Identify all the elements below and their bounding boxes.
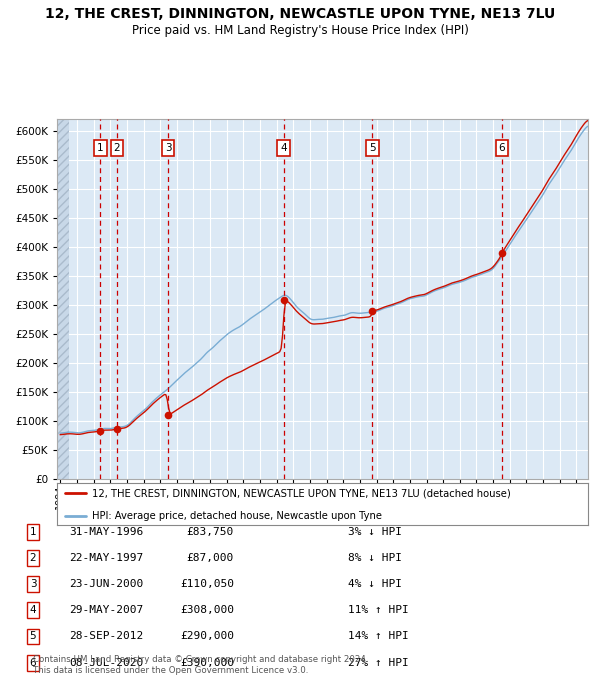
- Text: 28-SEP-2012: 28-SEP-2012: [69, 632, 143, 641]
- Text: 5: 5: [369, 143, 376, 153]
- Text: £290,000: £290,000: [180, 632, 234, 641]
- Text: Contains HM Land Registry data © Crown copyright and database right 2024.: Contains HM Land Registry data © Crown c…: [33, 656, 368, 664]
- Text: 3: 3: [165, 143, 172, 153]
- Text: £308,000: £308,000: [180, 605, 234, 615]
- Text: 08-JUL-2020: 08-JUL-2020: [69, 658, 143, 668]
- Text: 12, THE CREST, DINNINGTON, NEWCASTLE UPON TYNE, NE13 7LU: 12, THE CREST, DINNINGTON, NEWCASTLE UPO…: [45, 7, 555, 21]
- Text: 4: 4: [280, 143, 287, 153]
- Text: £110,050: £110,050: [180, 579, 234, 589]
- Text: £83,750: £83,750: [187, 527, 234, 537]
- Text: This data is licensed under the Open Government Licence v3.0.: This data is licensed under the Open Gov…: [33, 666, 308, 675]
- Bar: [57, 119, 68, 479]
- Text: £87,000: £87,000: [187, 553, 234, 563]
- Text: 31-MAY-1996: 31-MAY-1996: [69, 527, 143, 537]
- Text: Price paid vs. HM Land Registry's House Price Index (HPI): Price paid vs. HM Land Registry's House …: [131, 24, 469, 37]
- Text: 6: 6: [29, 658, 37, 668]
- Text: 6: 6: [499, 143, 505, 153]
- Text: 3: 3: [29, 579, 37, 589]
- Text: 2: 2: [29, 553, 37, 563]
- Text: 4% ↓ HPI: 4% ↓ HPI: [348, 579, 402, 589]
- Text: 11% ↑ HPI: 11% ↑ HPI: [348, 605, 409, 615]
- Text: £390,000: £390,000: [180, 658, 234, 668]
- Text: 1: 1: [29, 527, 37, 537]
- Text: 23-JUN-2000: 23-JUN-2000: [69, 579, 143, 589]
- Text: 22-MAY-1997: 22-MAY-1997: [69, 553, 143, 563]
- Text: 4: 4: [29, 605, 37, 615]
- Text: 2: 2: [113, 143, 120, 153]
- Text: 27% ↑ HPI: 27% ↑ HPI: [348, 658, 409, 668]
- Text: 5: 5: [29, 632, 37, 641]
- Text: 29-MAY-2007: 29-MAY-2007: [69, 605, 143, 615]
- Text: 12, THE CREST, DINNINGTON, NEWCASTLE UPON TYNE, NE13 7LU (detached house): 12, THE CREST, DINNINGTON, NEWCASTLE UPO…: [92, 488, 510, 498]
- Text: HPI: Average price, detached house, Newcastle upon Tyne: HPI: Average price, detached house, Newc…: [92, 511, 382, 521]
- Text: 8% ↓ HPI: 8% ↓ HPI: [348, 553, 402, 563]
- Text: 1: 1: [97, 143, 104, 153]
- Text: 14% ↑ HPI: 14% ↑ HPI: [348, 632, 409, 641]
- Text: 3% ↓ HPI: 3% ↓ HPI: [348, 527, 402, 537]
